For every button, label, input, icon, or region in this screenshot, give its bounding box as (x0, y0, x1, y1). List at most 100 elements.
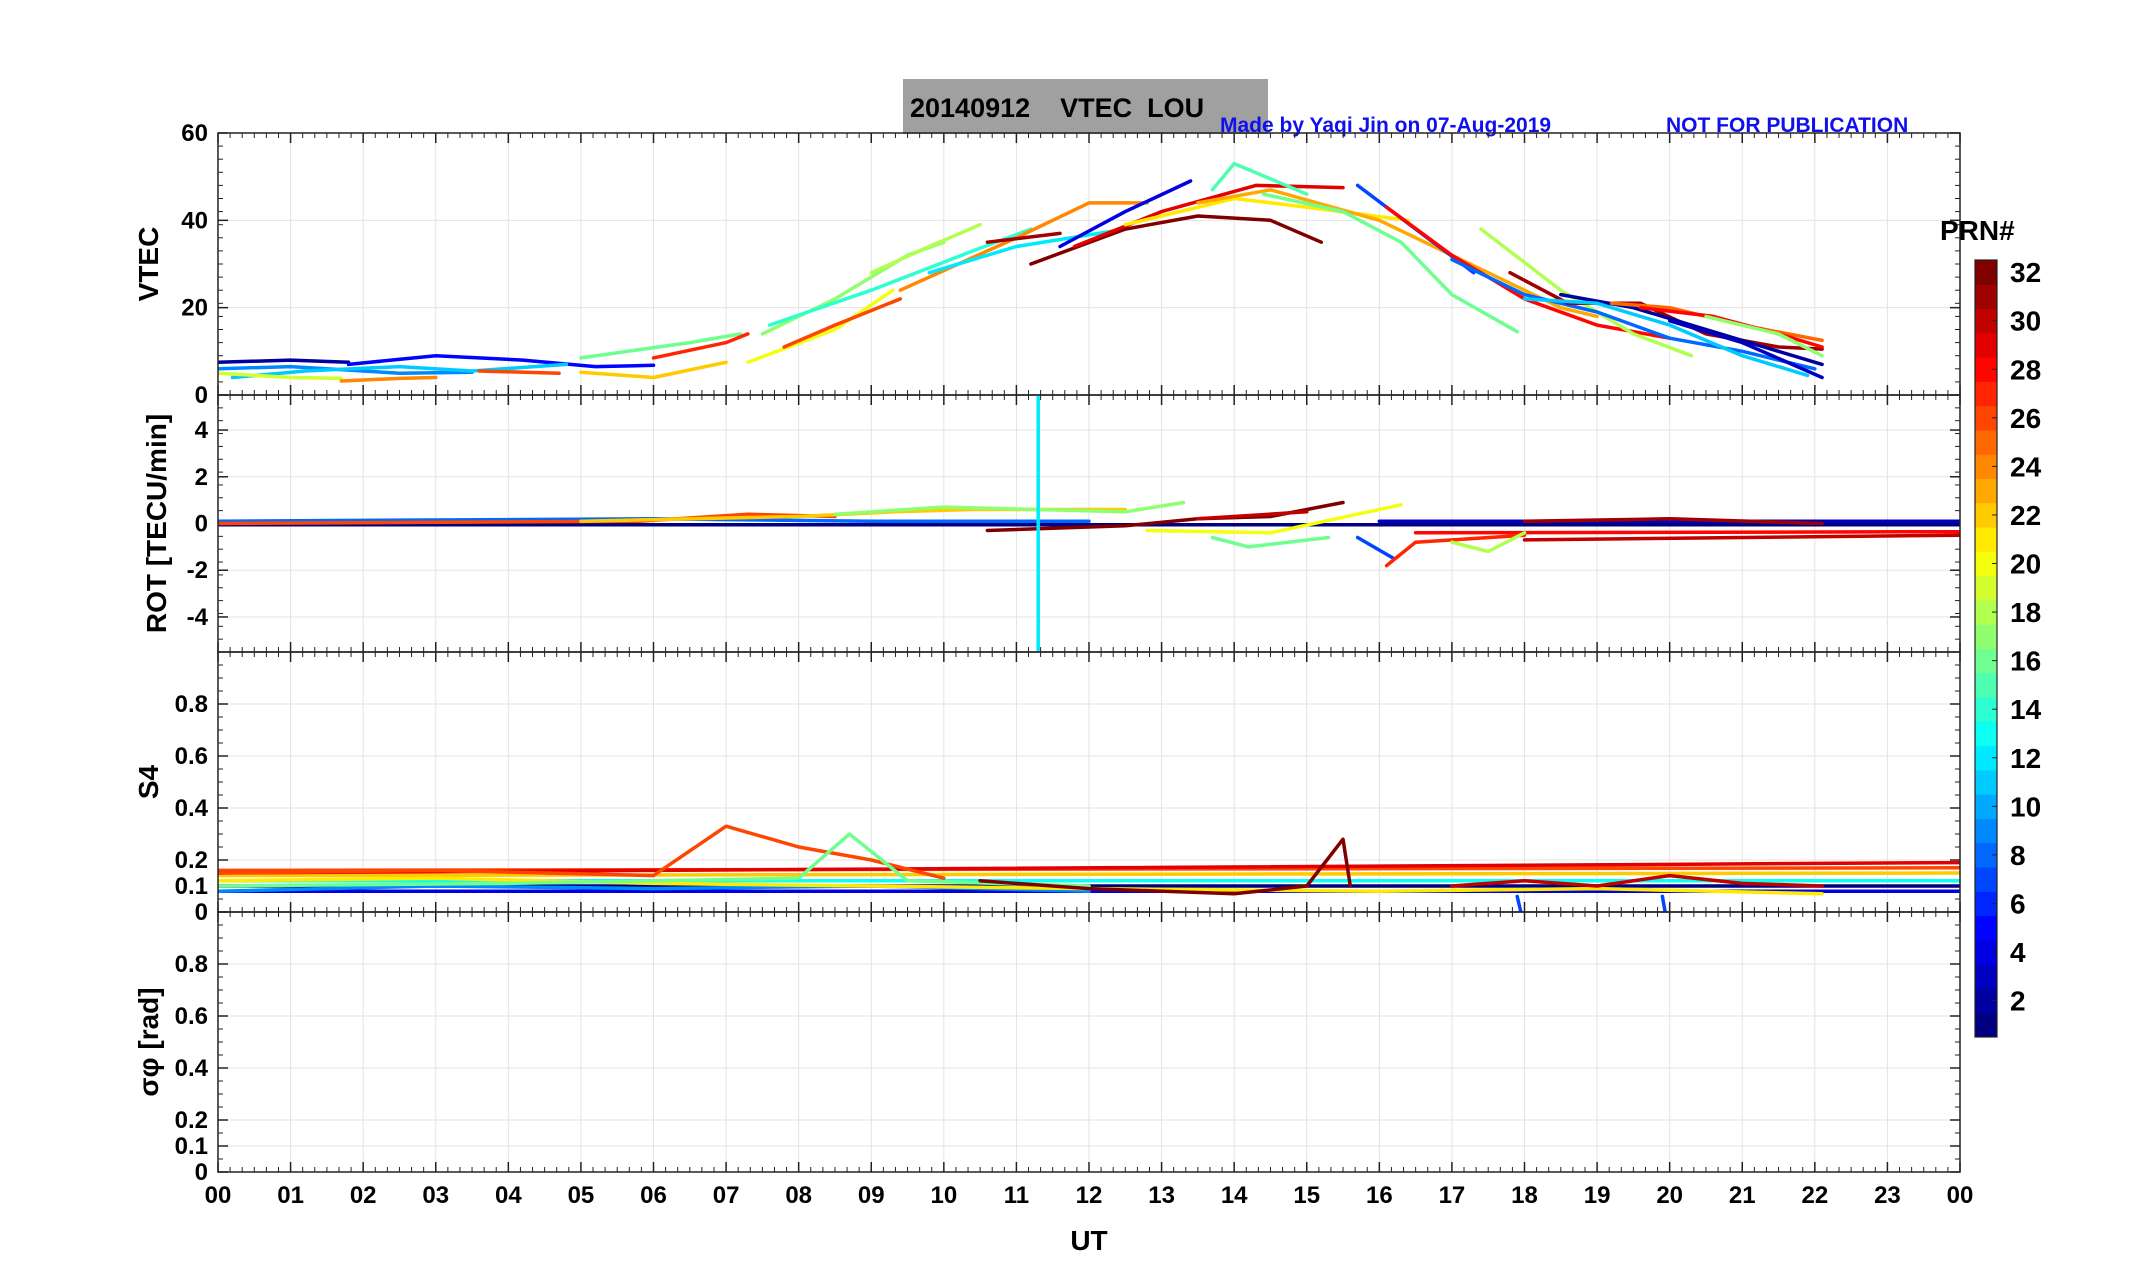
y-tick-label: 0.8 (175, 691, 208, 718)
colorbar-segment (1975, 454, 1997, 480)
series-line-prn-31 (1522, 517, 1824, 526)
x-tick-label: 14 (1221, 1182, 1248, 1209)
x-axis-label: UT (1070, 1225, 1107, 1256)
y-tick-label: 0.4 (175, 1055, 209, 1082)
colorbar-segment (1975, 672, 1997, 698)
y-tick-label: 0 (195, 1159, 208, 1186)
colorbar-tick-label: 32 (2010, 257, 2041, 288)
series-group (218, 395, 1960, 652)
colorbar-segment (1975, 648, 1997, 674)
colorbar-segment (1975, 818, 1997, 844)
x-tick-label: 23 (1874, 1182, 1901, 1209)
x-tick-label: 00 (205, 1182, 232, 1209)
colorbar-segment (1975, 939, 1997, 965)
panel-rot: -4 -2 0 2 4 ROT [TECU/min] (141, 394, 1961, 653)
colorbar-segment (1975, 502, 1997, 528)
series-line-prn-20 (746, 288, 895, 365)
series-group (218, 824, 1960, 912)
series-line-prn-4 (1058, 179, 1193, 249)
colorbar-tick-label: 28 (2010, 354, 2041, 385)
series-line-prn-16 (1210, 535, 1331, 549)
series-line-prn-30 (1522, 533, 1960, 542)
colorbar-segment (1975, 551, 1997, 577)
series-line-prn-19 (218, 371, 344, 381)
colorbar-tick-label: 2 (2010, 986, 2026, 1017)
colorbar-segment (1975, 599, 1997, 625)
notice-text: NOT FOR PUBLICATION (1666, 114, 1908, 137)
y-tick-label: 4 (195, 417, 209, 444)
series-line-prn-21 (218, 876, 1824, 896)
colorbar-segment (1975, 381, 1997, 407)
y-tick-label: 40 (181, 207, 208, 234)
x-tick-label: 22 (1801, 1182, 1828, 1209)
series-line-prn-27 (1384, 533, 1527, 568)
series-line-prn-11 (1522, 297, 1810, 378)
y-tick-label: 0 (195, 382, 208, 409)
series-line-prn-23 (1196, 188, 1599, 319)
panel-s4: 00.10.2 0.4 0.6 0.8 S4 (133, 651, 1961, 926)
colorbar-segment (1975, 575, 1997, 601)
y-tick-label: -2 (187, 557, 208, 584)
colorbar-tick-label: 14 (2010, 694, 2042, 725)
y-tick-label: 0.1 (175, 1133, 208, 1160)
series-group (218, 161, 1824, 383)
y-tick-label: 20 (181, 295, 208, 322)
colorbar-segment (1975, 478, 1997, 504)
colorbar-tick-label: 26 (2010, 403, 2041, 434)
x-tick-label: 01 (277, 1182, 304, 1209)
colorbar-segment (1975, 1012, 1997, 1038)
x-tick-label: 13 (1148, 1182, 1175, 1209)
colorbar-segment (1975, 357, 1997, 382)
colorbar-segment (1975, 794, 1997, 819)
x-tick-labels: 00 01 02 03 04 05 06 07 08 09 10 11 12 13 14 15 16 17 18 19… (205, 1182, 1974, 1209)
series-line-prn-30 (1450, 873, 1824, 888)
x-tick-label: 17 (1439, 1182, 1466, 1209)
panel-sigphi: 00.10.2 0.4 0.6 0.8 σφ [rad] (133, 911, 1961, 1186)
series-line-prn-8 (218, 517, 1091, 523)
y-tick-label: 0.8 (175, 951, 208, 978)
colorbar-segment (1975, 745, 1997, 771)
y-axis-label: ROT [TECU/min] (141, 414, 172, 633)
series-line-prn-22 (218, 871, 1960, 878)
series-line-prn-7 (1660, 894, 1667, 912)
colorbar-segment (1975, 260, 1997, 285)
x-tick-label: 02 (350, 1182, 377, 1209)
colorbar-segment (1975, 284, 1997, 310)
colorbar-segment (1975, 405, 1997, 431)
colorbar-segment (1975, 721, 1997, 747)
series-line-prn-22 (579, 360, 728, 380)
colorbar-segment (1975, 915, 1997, 941)
y-tick-label: 0 (195, 511, 208, 538)
colorbar-tick-label: 4 (2010, 937, 2026, 968)
x-tick-label: 15 (1293, 1182, 1320, 1209)
x-tick-label: 21 (1729, 1182, 1756, 1209)
series-line-prn-18 (1450, 531, 1527, 554)
series-line-prn-5 (346, 353, 656, 369)
x-tick-label: 11 (1004, 1182, 1029, 1209)
series-line-prn-29 (1072, 183, 1345, 249)
x-tick-label: 00 (1947, 1182, 1974, 1209)
y-tick-label: 0.2 (175, 847, 208, 874)
series-line-prn-28 (1413, 529, 1960, 535)
x-tick-label: 07 (713, 1182, 740, 1209)
x-tick-label: 12 (1076, 1182, 1103, 1209)
x-tick-label: 19 (1584, 1182, 1611, 1209)
chart-title: 20140912 VTEC LOU (910, 93, 1204, 123)
panel-frame (217, 911, 1961, 1173)
colorbar-segment (1975, 624, 1997, 649)
series-line-prn-24 (339, 375, 438, 383)
series-line-prn-18 (869, 222, 982, 275)
series-line-prn-32 (1029, 214, 1324, 266)
series-line-prn-11 (230, 362, 569, 380)
x-tick-label: 05 (568, 1182, 595, 1209)
colorbar-tick-label: 22 (2010, 500, 2041, 531)
colorbar-segment (1975, 308, 1997, 334)
colorbar-segment (1975, 867, 1997, 892)
series-line-prn-26 (782, 297, 903, 349)
colorbar-tick-label: 12 (2010, 743, 2041, 774)
series-line-prn-17 (1704, 314, 1824, 358)
colorbar-segment (1975, 891, 1997, 917)
